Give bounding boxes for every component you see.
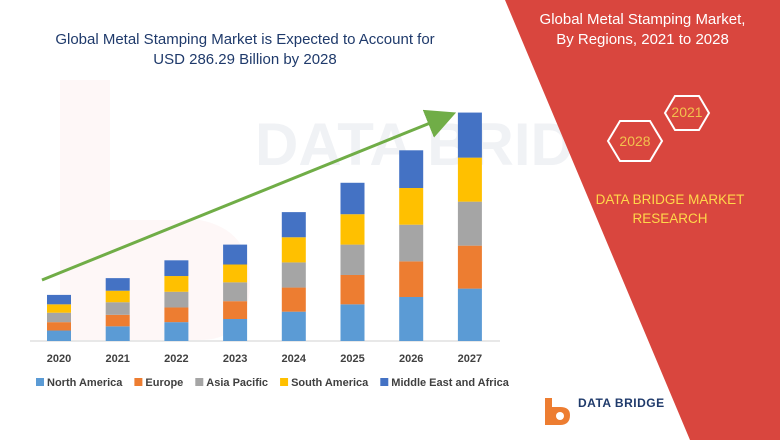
x-tick-label: 2024 bbox=[282, 353, 307, 365]
x-tick-label: 2027 bbox=[458, 353, 482, 365]
bar-2022-series-2 bbox=[164, 291, 189, 308]
bar-2026-series-2 bbox=[399, 224, 424, 262]
bar-2024-series-4 bbox=[281, 212, 306, 238]
chart-title: Global Metal Stamping Market is Expected… bbox=[20, 30, 470, 70]
legend-label: Asia Pacific bbox=[206, 377, 268, 389]
x-tick-labels: 2020 2021 2022 2023 2024 2025 2026 2027 bbox=[47, 353, 482, 365]
bar-2022-series-0 bbox=[164, 322, 189, 341]
trend-arrow bbox=[41, 109, 457, 282]
hex-label-2021: 2021 bbox=[671, 104, 703, 120]
bar-2021-series-4 bbox=[105, 278, 130, 291]
bar-2021-series-1 bbox=[105, 314, 130, 327]
legend-swatch bbox=[134, 378, 143, 386]
legend-swatch bbox=[36, 378, 44, 386]
bar-2022-series-4 bbox=[164, 260, 189, 277]
legend: North America Europe Asia Pacific South Ame… bbox=[36, 377, 510, 389]
bar-2021-series-2 bbox=[105, 302, 130, 315]
brand-line1: DATA BRIDGE MARKET bbox=[595, 192, 745, 207]
bar-2023-series-3 bbox=[223, 264, 248, 283]
panel-title-line2: By Regions, 2021 to 2028 bbox=[556, 31, 729, 48]
bar-2024-series-0 bbox=[281, 311, 306, 341]
bar-2021-series-0 bbox=[105, 326, 130, 341]
bar-2027-series-3 bbox=[457, 157, 482, 202]
bar-2024-series-2 bbox=[281, 262, 306, 288]
bar-2023-series-4 bbox=[223, 244, 248, 265]
legend-label: Europe bbox=[145, 377, 183, 389]
legend-swatch bbox=[195, 378, 204, 386]
bar-2025-series-3 bbox=[340, 214, 365, 245]
bars-group bbox=[47, 112, 482, 341]
bar-2026-series-4 bbox=[399, 150, 424, 189]
panel-title: Global Metal Stamping Market, By Regions… bbox=[520, 10, 765, 50]
chart-title-line2: USD 286.29 Billion by 2028 bbox=[153, 51, 337, 68]
footer-logo-text: DATA BRIDGE bbox=[578, 396, 665, 410]
legend-label: Middle East and Africa bbox=[391, 377, 509, 389]
x-tick-label: 2022 bbox=[164, 353, 188, 365]
bar-2027-series-4 bbox=[457, 112, 482, 158]
bar-2027-series-0 bbox=[457, 288, 482, 341]
bar-2024-series-1 bbox=[281, 287, 306, 312]
bar-2023-series-2 bbox=[223, 282, 248, 302]
hex-label-2028: 2028 bbox=[619, 133, 651, 149]
bar-2026-series-3 bbox=[399, 188, 424, 225]
chart-title-line1: Global Metal Stamping Market is Expected… bbox=[55, 31, 435, 48]
footer-logo-icon bbox=[545, 398, 570, 425]
bar-2023-series-1 bbox=[223, 301, 248, 319]
brand-text: DATA BRIDGE MARKET RESEARCH bbox=[580, 190, 760, 228]
bar-2025-series-0 bbox=[340, 304, 365, 341]
bar-2026-series-1 bbox=[399, 261, 424, 297]
bar-2026-series-0 bbox=[399, 296, 424, 341]
legend-swatch bbox=[380, 378, 389, 386]
legend-label: South America bbox=[291, 377, 369, 389]
legend-label: North America bbox=[47, 377, 123, 389]
hexagon-2021 bbox=[663, 95, 711, 131]
bar-2025-series-2 bbox=[340, 244, 365, 275]
bar-2025-series-1 bbox=[340, 274, 365, 305]
legend-swatch bbox=[280, 378, 289, 386]
bar-2021-series-3 bbox=[105, 290, 130, 303]
hexagon-2028 bbox=[606, 120, 664, 162]
bar-2020-series-3 bbox=[47, 304, 71, 313]
x-tick-label: 2021 bbox=[105, 353, 129, 365]
x-tick-label: 2020 bbox=[47, 353, 71, 365]
bar-2027-series-1 bbox=[457, 245, 482, 289]
x-tick-label: 2025 bbox=[340, 353, 364, 365]
bar-2023-series-0 bbox=[223, 318, 248, 341]
bar-2020-series-2 bbox=[47, 312, 71, 323]
bar-2020-series-4 bbox=[47, 294, 71, 305]
bar-2024-series-3 bbox=[281, 237, 306, 263]
bar-2020-series-1 bbox=[47, 322, 71, 331]
bar-2022-series-1 bbox=[164, 307, 189, 323]
bar-2020-series-0 bbox=[47, 330, 71, 341]
panel-title-line1: Global Metal Stamping Market, bbox=[539, 11, 746, 28]
brand-line2: RESEARCH bbox=[632, 211, 708, 226]
bar-2027-series-2 bbox=[457, 201, 482, 246]
bar-2025-series-4 bbox=[340, 182, 365, 215]
bar-2022-series-3 bbox=[164, 276, 189, 292]
side-panel bbox=[505, 0, 780, 440]
x-tick-label: 2026 bbox=[399, 353, 423, 365]
x-tick-label: 2023 bbox=[223, 353, 247, 365]
